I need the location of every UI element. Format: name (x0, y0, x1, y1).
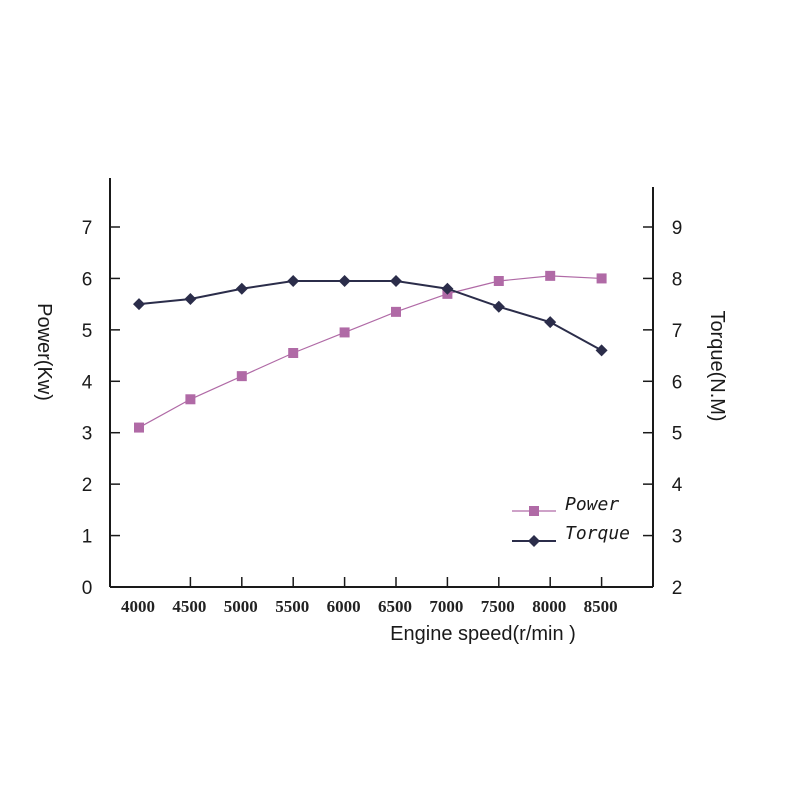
torque-point (441, 282, 454, 295)
right-y-axis-title: Torque(N.M) (706, 310, 728, 421)
torque-point (390, 275, 402, 287)
x-tick-label: 8500 (584, 597, 618, 616)
left-y-axis-title: Power(Kw) (33, 303, 55, 401)
x-tick-label: 7500 (481, 597, 515, 616)
axes-group (109, 178, 654, 588)
left-y-tick-label: 0 (82, 578, 93, 599)
x-axis-title: Engine speed(r/min ) (390, 623, 576, 645)
right-y-tick-label: 5 (672, 424, 683, 445)
x-tick-label: 5000 (224, 597, 258, 616)
x-tick-label: 6000 (327, 597, 361, 616)
x-tick-label: 4000 (121, 597, 155, 616)
right-y-tick-label: 9 (672, 218, 683, 239)
torque-point (184, 293, 197, 305)
right-y-ticks: 2 3 4 5 6 7 8 9 (643, 218, 683, 599)
right-y-tick-label: 2 (672, 578, 683, 599)
torque-point (338, 275, 351, 287)
legend-torque-marker (528, 535, 540, 547)
right-y-tick-label: 4 (672, 475, 683, 496)
left-y-tick-label: 7 (82, 218, 93, 239)
left-y-tick-label: 4 (82, 372, 93, 393)
torque-point (492, 300, 505, 313)
torque-point (287, 275, 300, 287)
x-tick-label: 6500 (378, 597, 412, 616)
torque-point (544, 316, 557, 329)
legend-item-torque: Torque (512, 523, 630, 547)
right-y-tick-label: 3 (672, 527, 683, 548)
torque-point (133, 298, 145, 311)
power-point (185, 394, 196, 405)
power-point (288, 348, 299, 358)
left-y-tick-label: 2 (82, 475, 93, 496)
x-tick-label: 7000 (429, 597, 463, 616)
power-line (138, 275, 602, 429)
legend-torque-label: Torque (565, 523, 630, 544)
left-y-tick-label: 1 (82, 527, 93, 548)
power-point (236, 371, 247, 382)
torque-series (133, 275, 608, 357)
left-y-tick-label: 3 (82, 424, 93, 445)
power-point (391, 306, 401, 317)
x-ticks: 4000 4500 5000 5500 6000 6500 7000 7500 8000 8500 (121, 577, 618, 616)
power-point (134, 422, 144, 433)
x-tick-label: 8000 (532, 597, 566, 616)
legend: Power Torque (512, 494, 630, 547)
torque-line (138, 280, 603, 352)
series-layer (133, 270, 608, 433)
power-point (596, 273, 607, 284)
left-y-ticks: 0 1 2 3 4 5 6 7 (82, 218, 120, 599)
legend-power-marker (529, 506, 539, 516)
left-y-tick-label: 5 (82, 321, 93, 342)
left-y-tick-label: 6 (82, 269, 93, 290)
x-tick-label: 5500 (275, 597, 309, 616)
torque-point (235, 282, 248, 295)
right-y-tick-label: 6 (672, 372, 683, 393)
right-y-tick-label: 8 (672, 269, 683, 290)
legend-power-label: Power (565, 494, 619, 515)
power-point (545, 270, 556, 281)
torque-point (595, 344, 608, 357)
x-tick-label: 4500 (172, 597, 206, 616)
power-point (493, 276, 504, 286)
right-y-tick-label: 7 (672, 321, 683, 342)
power-point (339, 327, 350, 338)
legend-item-power: Power (512, 494, 619, 516)
